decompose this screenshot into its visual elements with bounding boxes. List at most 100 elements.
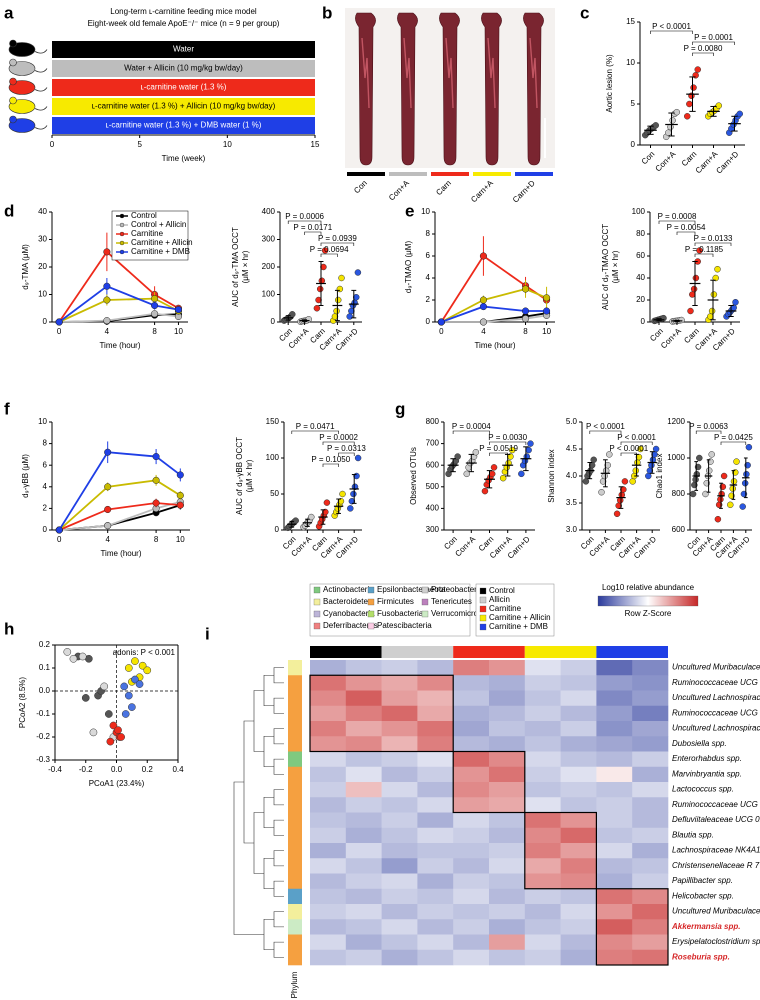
heatmap-cell: [524, 660, 561, 676]
heatmap-cell: [453, 873, 490, 890]
data-point: [124, 664, 133, 672]
y-tick-label: 80: [636, 229, 645, 238]
legend-label: Verrucomicrobia: [431, 609, 489, 618]
treatment-label: ʟ-carnitine water (1.3 %) + DMB water (1…: [106, 121, 262, 130]
heatmap-cell: [381, 919, 418, 935]
data-point: [128, 703, 136, 711]
heatmap-cell: [345, 888, 382, 905]
heatmap-cell: [453, 904, 490, 920]
series-line: [440, 288, 547, 323]
heatmap-cell: [560, 888, 597, 905]
y-tick-label: 0.2: [39, 640, 51, 649]
p-value: P = 0.0939: [318, 234, 357, 243]
y-tick-label: 500: [426, 482, 440, 491]
x-tick-label: Con+A: [654, 149, 678, 173]
series-marker: [103, 296, 111, 304]
data-point: [313, 305, 321, 312]
heatmap-cell: [417, 858, 454, 874]
data-point: [686, 100, 693, 108]
y-tick-label: 0.1: [39, 663, 51, 672]
series-marker: [174, 306, 183, 314]
mouse-ear: [9, 96, 17, 105]
legend-label: Carnitine + Allicin: [489, 613, 551, 622]
x-tick-label: 4: [481, 327, 486, 336]
y-tick-label: 10: [421, 207, 430, 216]
phylum-cell: [288, 812, 302, 829]
heatmap-cell: [417, 766, 454, 783]
data-point: [727, 501, 734, 509]
aorta: [481, 12, 502, 166]
x-tick-label: 8: [154, 535, 159, 544]
panel-letter: g: [395, 399, 405, 418]
heatmap-cell: [417, 827, 454, 844]
data-point: [338, 274, 345, 282]
row-label: Christensenellaceae R 7 group spp.: [672, 861, 760, 870]
y-tick-label: 600: [426, 460, 440, 469]
data-point: [69, 654, 78, 663]
x-tick-label: 10: [176, 535, 185, 544]
series-marker: [104, 522, 112, 530]
phylum-label: Phylum: [290, 971, 299, 998]
group-label: Carn: [434, 179, 453, 198]
aorta-lesion: [529, 37, 538, 109]
legend-marker: [119, 213, 125, 219]
p-value: P = 0.0008: [658, 212, 697, 221]
heatmap-cell: [489, 858, 526, 874]
p-value: P = 0.0054: [667, 223, 706, 232]
heatmap-cell: [632, 888, 669, 905]
y-axis-label: (μM × hr): [241, 250, 250, 283]
data-point: [673, 108, 680, 116]
row-label: Ruminococcaceae UCG 014 spp.: [672, 708, 760, 717]
p-value: P = 0.1050: [311, 455, 350, 464]
treatment-label: ʟ-carnitine water (1.3 %): [141, 83, 227, 92]
y-axis-label: PCoA2 (8.5%): [18, 677, 27, 728]
heatmap-cell: [596, 690, 633, 707]
series-marker: [151, 301, 159, 310]
heatmap-cell: [489, 812, 526, 829]
dendrogram-branch: [263, 857, 274, 890]
aorta-lesion: [403, 37, 412, 109]
row-label: Marvinbryantia spp.: [672, 769, 742, 778]
phylum-cell: [288, 843, 302, 859]
annotation: adonis: P < 0.001: [113, 648, 176, 657]
heatmap-cell: [560, 949, 597, 966]
heatmap-cell: [417, 782, 454, 798]
heatmap-cell: [560, 766, 597, 783]
dendrogram-branch: [263, 674, 274, 707]
row-label: Ruminococcaceae UCG 014 spp.: [672, 800, 760, 809]
x-tick-label: 4: [105, 327, 110, 336]
y-tick-label: 200: [262, 262, 276, 271]
series-marker: [479, 303, 487, 311]
series-line: [441, 314, 547, 323]
group-bar: [596, 646, 668, 658]
x-tick-label: 8: [523, 327, 528, 336]
data-point: [323, 499, 331, 506]
phylum-cell: [288, 766, 302, 783]
heatmap-cell: [560, 736, 597, 752]
p-value: P = 0.0063: [689, 422, 728, 431]
data-point: [645, 472, 652, 480]
heatmap-cell: [310, 782, 347, 798]
heatmap-cell: [560, 660, 597, 676]
series-marker: [55, 318, 63, 326]
heatmap-cell: [310, 812, 347, 829]
y-axis-label: Chao1 index: [655, 454, 664, 499]
panel-letter: h: [4, 619, 14, 638]
heatmap-cell: [596, 797, 633, 813]
heatmap-cell: [632, 766, 669, 783]
y-tick-label: -0.1: [36, 709, 50, 718]
data-point: [289, 311, 296, 318]
data-point: [318, 277, 326, 284]
y-tick-label: 8: [43, 439, 48, 448]
legend-swatch: [367, 622, 375, 630]
series-line: [440, 254, 548, 323]
dendrogram-branch: [253, 690, 264, 752]
phylum-cell: [288, 721, 302, 737]
cluster-box: [595, 888, 669, 966]
legend-label: Deferribacteres: [323, 621, 378, 630]
heatmap-cell: [489, 721, 526, 737]
series-marker: [104, 483, 112, 491]
y-axis-label: Observed OTUs: [409, 447, 418, 505]
data-point: [665, 129, 672, 136]
